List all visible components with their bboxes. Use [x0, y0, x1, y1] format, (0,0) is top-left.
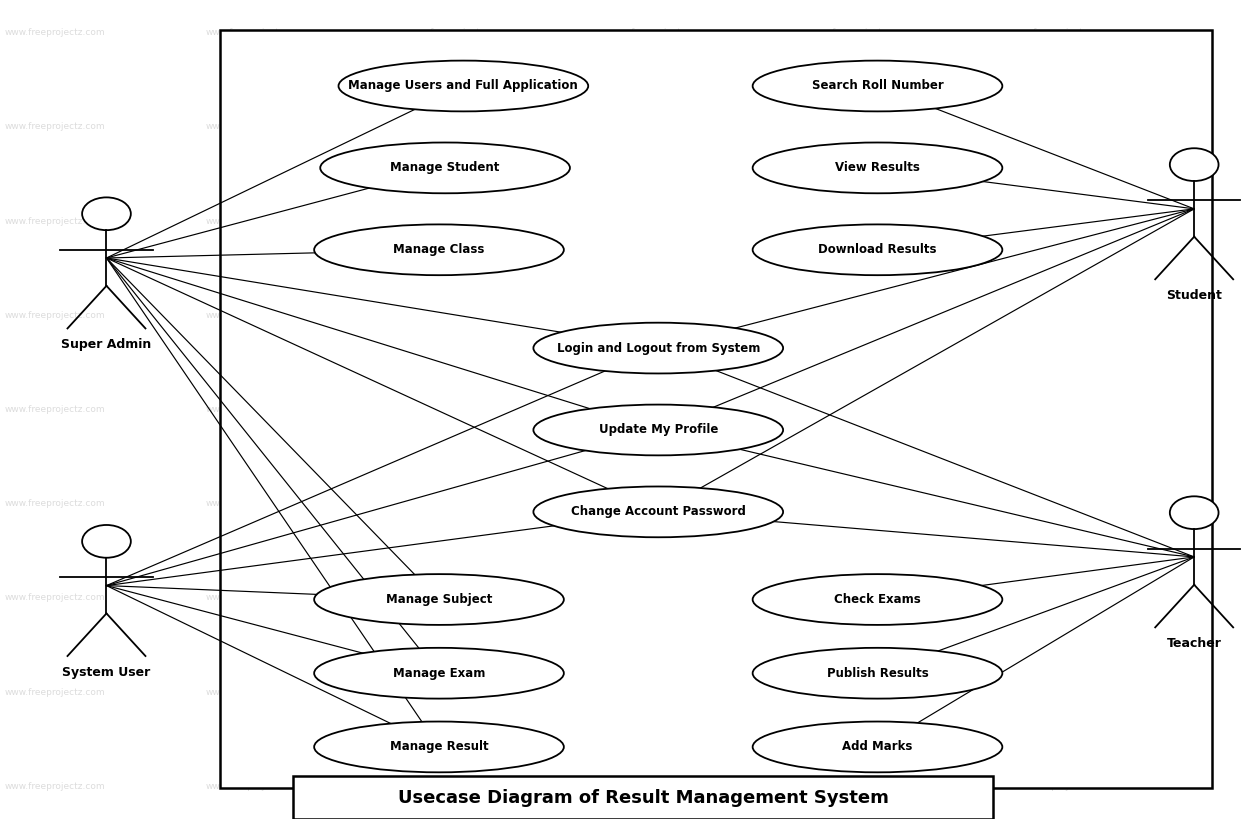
Ellipse shape — [533, 323, 783, 373]
Text: Search Roll Number: Search Roll Number — [812, 79, 943, 93]
Ellipse shape — [338, 61, 588, 111]
Text: www.freeprojectz.com: www.freeprojectz.com — [206, 594, 306, 602]
Ellipse shape — [315, 224, 563, 275]
Text: www.freeprojectz.com: www.freeprojectz.com — [206, 311, 306, 319]
Text: www.freeprojectz.com: www.freeprojectz.com — [206, 500, 306, 508]
Text: www.freeprojectz.com: www.freeprojectz.com — [608, 217, 708, 225]
Text: www.freeprojectz.com: www.freeprojectz.com — [608, 688, 708, 696]
Text: Check Exams: Check Exams — [834, 593, 921, 606]
Ellipse shape — [753, 648, 1003, 699]
Text: www.freeprojectz.com: www.freeprojectz.com — [407, 594, 507, 602]
Text: Manage Users and Full Application: Manage Users and Full Application — [348, 79, 578, 93]
Text: Manage Class: Manage Class — [393, 243, 485, 256]
Text: www.freeprojectz.com: www.freeprojectz.com — [1010, 688, 1110, 696]
Text: www.freeprojectz.com: www.freeprojectz.com — [1010, 500, 1110, 508]
Text: Download Results: Download Results — [818, 243, 937, 256]
Text: www.freeprojectz.com: www.freeprojectz.com — [809, 311, 909, 319]
Text: www.freeprojectz.com: www.freeprojectz.com — [1010, 782, 1110, 790]
Text: www.freeprojectz.com: www.freeprojectz.com — [1010, 123, 1110, 131]
Ellipse shape — [315, 574, 563, 625]
Text: Update My Profile: Update My Profile — [598, 423, 718, 437]
Text: www.freeprojectz.com: www.freeprojectz.com — [206, 405, 306, 414]
Text: www.freeprojectz.com: www.freeprojectz.com — [809, 594, 909, 602]
Text: www.freeprojectz.com: www.freeprojectz.com — [407, 405, 507, 414]
Text: View Results: View Results — [836, 161, 921, 174]
Text: www.freeprojectz.com: www.freeprojectz.com — [5, 311, 106, 319]
Text: www.freeprojectz.com: www.freeprojectz.com — [608, 405, 708, 414]
Ellipse shape — [533, 405, 783, 455]
Text: www.freeprojectz.com: www.freeprojectz.com — [5, 123, 106, 131]
Ellipse shape — [315, 722, 563, 772]
Ellipse shape — [753, 61, 1003, 111]
Text: Add Marks: Add Marks — [842, 740, 913, 753]
Text: www.freeprojectz.com: www.freeprojectz.com — [5, 405, 106, 414]
Circle shape — [1170, 148, 1219, 181]
Text: www.freeprojectz.com: www.freeprojectz.com — [1010, 217, 1110, 225]
Text: www.freeprojectz.com: www.freeprojectz.com — [206, 29, 306, 37]
Text: www.freeprojectz.com: www.freeprojectz.com — [407, 688, 507, 696]
Text: www.freeprojectz.com: www.freeprojectz.com — [407, 217, 507, 225]
Ellipse shape — [533, 486, 783, 537]
Text: Manage Subject: Manage Subject — [386, 593, 492, 606]
Text: www.freeprojectz.com: www.freeprojectz.com — [206, 782, 306, 790]
Text: Teacher: Teacher — [1167, 637, 1222, 650]
Text: www.freeprojectz.com: www.freeprojectz.com — [5, 782, 106, 790]
Text: www.freeprojectz.com: www.freeprojectz.com — [608, 500, 708, 508]
Ellipse shape — [753, 722, 1003, 772]
FancyBboxPatch shape — [220, 30, 1213, 788]
Text: Manage Result: Manage Result — [390, 740, 488, 753]
Text: www.freeprojectz.com: www.freeprojectz.com — [608, 29, 708, 37]
Text: www.freeprojectz.com: www.freeprojectz.com — [1010, 405, 1110, 414]
Text: www.freeprojectz.com: www.freeprojectz.com — [407, 311, 507, 319]
Text: www.freeprojectz.com: www.freeprojectz.com — [407, 29, 507, 37]
Text: www.freeprojectz.com: www.freeprojectz.com — [809, 782, 909, 790]
Text: www.freeprojectz.com: www.freeprojectz.com — [608, 311, 708, 319]
Text: Super Admin: Super Admin — [61, 338, 151, 351]
Ellipse shape — [753, 143, 1003, 193]
Text: www.freeprojectz.com: www.freeprojectz.com — [809, 217, 909, 225]
Text: www.freeprojectz.com: www.freeprojectz.com — [1010, 311, 1110, 319]
Text: www.freeprojectz.com: www.freeprojectz.com — [1010, 594, 1110, 602]
Text: Manage Exam: Manage Exam — [393, 667, 485, 680]
Text: Login and Logout from System: Login and Logout from System — [557, 342, 759, 355]
Ellipse shape — [315, 648, 563, 699]
Text: www.freeprojectz.com: www.freeprojectz.com — [809, 405, 909, 414]
Text: www.freeprojectz.com: www.freeprojectz.com — [608, 782, 708, 790]
Text: Usecase Diagram of Result Management System: Usecase Diagram of Result Management Sys… — [397, 789, 888, 807]
Text: Student: Student — [1167, 289, 1222, 302]
Text: www.freeprojectz.com: www.freeprojectz.com — [5, 217, 106, 225]
Ellipse shape — [320, 143, 570, 193]
Text: www.freeprojectz.com: www.freeprojectz.com — [407, 123, 507, 131]
Text: System User: System User — [62, 666, 151, 679]
Text: www.freeprojectz.com: www.freeprojectz.com — [608, 123, 708, 131]
Text: www.freeprojectz.com: www.freeprojectz.com — [809, 123, 909, 131]
Ellipse shape — [753, 224, 1003, 275]
Circle shape — [82, 197, 131, 230]
Circle shape — [82, 525, 131, 558]
Text: www.freeprojectz.com: www.freeprojectz.com — [5, 594, 106, 602]
Text: www.freeprojectz.com: www.freeprojectz.com — [809, 29, 909, 37]
Text: Change Account Password: Change Account Password — [571, 505, 746, 518]
Text: www.freeprojectz.com: www.freeprojectz.com — [5, 29, 106, 37]
Text: www.freeprojectz.com: www.freeprojectz.com — [206, 217, 306, 225]
Circle shape — [1170, 496, 1219, 529]
Text: www.freeprojectz.com: www.freeprojectz.com — [206, 688, 306, 696]
Text: Manage Student: Manage Student — [391, 161, 500, 174]
Text: www.freeprojectz.com: www.freeprojectz.com — [5, 688, 106, 696]
Text: www.freeprojectz.com: www.freeprojectz.com — [5, 500, 106, 508]
Text: www.freeprojectz.com: www.freeprojectz.com — [407, 500, 507, 508]
Text: www.freeprojectz.com: www.freeprojectz.com — [407, 782, 507, 790]
FancyBboxPatch shape — [292, 776, 993, 819]
Text: www.freeprojectz.com: www.freeprojectz.com — [608, 594, 708, 602]
Text: www.freeprojectz.com: www.freeprojectz.com — [1010, 29, 1110, 37]
Text: Publish Results: Publish Results — [827, 667, 928, 680]
Ellipse shape — [753, 574, 1003, 625]
Text: www.freeprojectz.com: www.freeprojectz.com — [206, 123, 306, 131]
Text: www.freeprojectz.com: www.freeprojectz.com — [809, 500, 909, 508]
Text: www.freeprojectz.com: www.freeprojectz.com — [809, 688, 909, 696]
